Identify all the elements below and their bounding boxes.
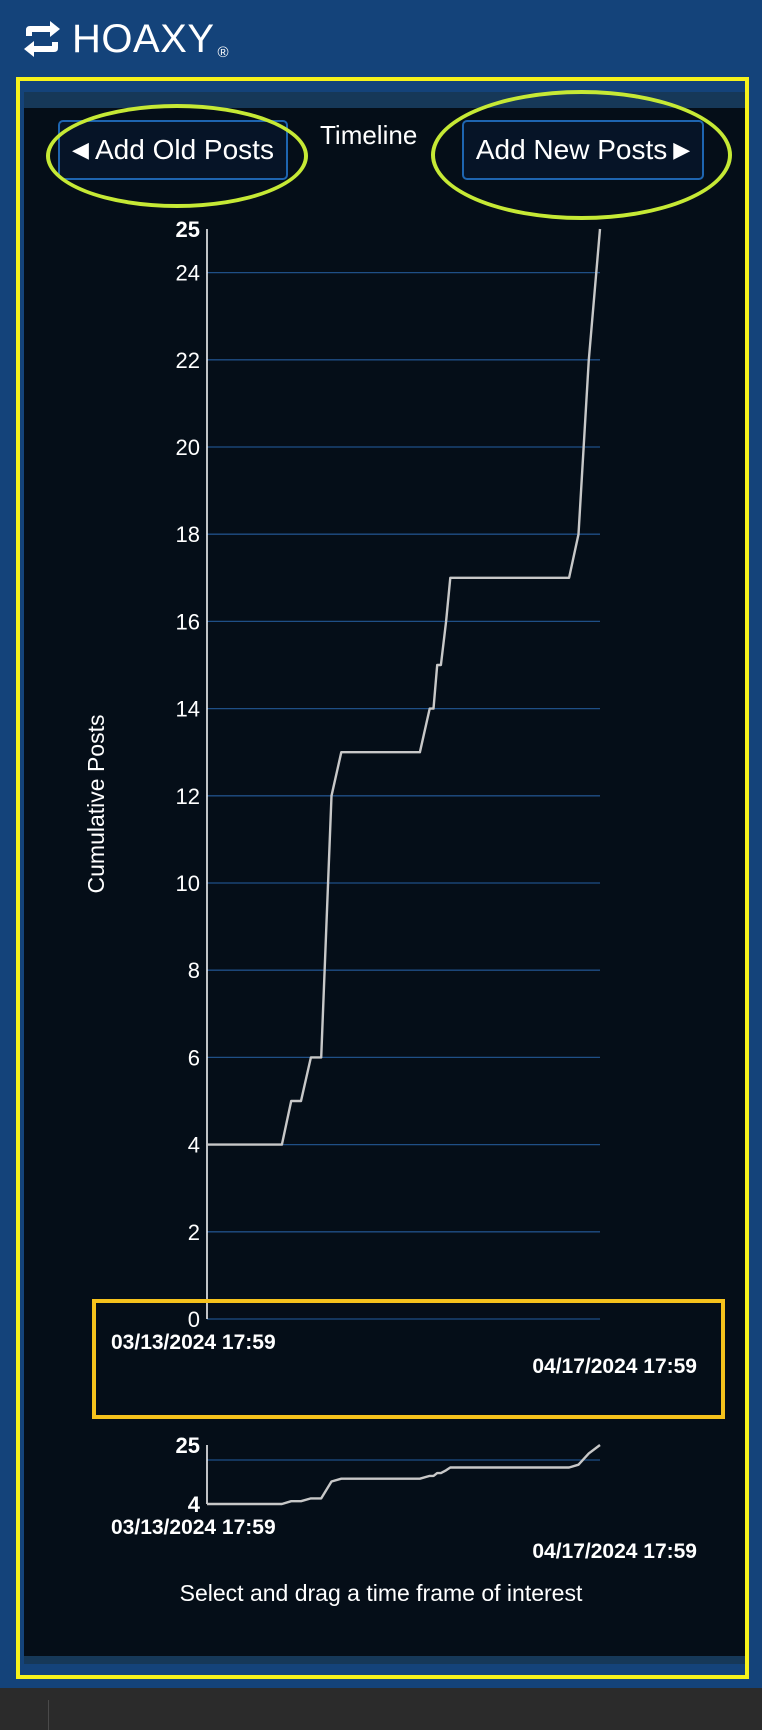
retweet-arrows-icon bbox=[20, 17, 64, 61]
y-tick-label: 22 bbox=[176, 348, 200, 373]
y-tick-label: 12 bbox=[176, 784, 200, 809]
brand[interactable]: HOAXY ® bbox=[20, 14, 229, 64]
y-tick-label: 20 bbox=[176, 435, 200, 460]
y-tick-label: 2 bbox=[188, 1220, 200, 1245]
add-new-posts-button[interactable]: Add New Posts ▶ bbox=[462, 120, 704, 180]
y-tick-label: 10 bbox=[176, 871, 200, 896]
y-tick-label: 24 bbox=[176, 261, 200, 286]
brush-y-bottom-label: 4 bbox=[188, 1492, 201, 1517]
taskbar-strip bbox=[0, 1688, 762, 1730]
triangle-right-icon: ▶ bbox=[673, 137, 691, 162]
drag-hint: Select and drag a time frame of interest bbox=[179, 1580, 583, 1606]
y-tick-label: 4 bbox=[188, 1133, 200, 1158]
add-old-posts-button[interactable]: ◀ Add Old Posts bbox=[58, 120, 288, 180]
timeline-title: Timeline bbox=[320, 120, 418, 150]
y-tick-label: 8 bbox=[188, 958, 200, 983]
registered-mark: ® bbox=[217, 43, 229, 61]
x-end-label: 04/17/2024 17:59 bbox=[532, 1355, 697, 1378]
brush-x-start-label: 03/13/2024 17:59 bbox=[111, 1516, 276, 1539]
cumulative-posts-line bbox=[207, 228, 602, 1146]
y-tick-label: 14 bbox=[176, 697, 200, 722]
y-tick-label: 16 bbox=[176, 609, 200, 634]
triangle-left-icon: ◀ bbox=[72, 137, 89, 162]
y-tick-label: 6 bbox=[188, 1045, 200, 1070]
y-max-label: 25 bbox=[176, 217, 200, 242]
y-tick-label: 0 bbox=[188, 1307, 200, 1332]
add-new-posts-label: Add New Posts bbox=[475, 134, 668, 165]
y-tick-label: 18 bbox=[176, 522, 200, 547]
brand-title: HOAXY bbox=[72, 16, 215, 61]
add-old-posts-label: Add Old Posts bbox=[94, 134, 274, 165]
brush-x-end-label: 04/17/2024 17:59 bbox=[532, 1540, 697, 1563]
highlight-frame-timeline bbox=[16, 77, 749, 1679]
x-start-label: 03/13/2024 17:59 bbox=[111, 1331, 276, 1354]
brush-line bbox=[207, 1444, 601, 1506]
brush-y-top-label: 25 bbox=[176, 1433, 200, 1458]
taskbar-divider bbox=[48, 1700, 49, 1730]
y-axis-title: Cumulative Posts bbox=[83, 715, 109, 894]
